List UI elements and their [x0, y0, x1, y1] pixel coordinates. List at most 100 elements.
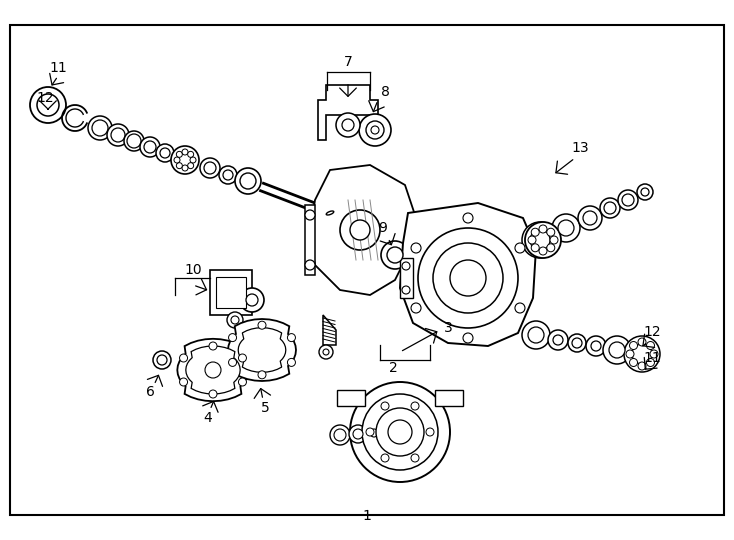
Circle shape: [463, 333, 473, 343]
Polygon shape: [400, 258, 413, 298]
Circle shape: [539, 247, 547, 255]
Text: 11: 11: [49, 61, 67, 75]
Circle shape: [209, 390, 217, 398]
Circle shape: [258, 321, 266, 329]
Circle shape: [553, 335, 563, 345]
Circle shape: [30, 87, 66, 123]
Polygon shape: [216, 277, 246, 308]
Polygon shape: [337, 389, 365, 406]
Circle shape: [140, 137, 160, 157]
Circle shape: [334, 429, 346, 441]
Circle shape: [630, 341, 638, 349]
Circle shape: [387, 247, 403, 263]
Circle shape: [522, 222, 558, 258]
Circle shape: [180, 378, 188, 386]
Text: 12: 12: [36, 91, 54, 105]
Circle shape: [547, 244, 555, 252]
Circle shape: [550, 236, 558, 244]
Circle shape: [402, 262, 410, 270]
Polygon shape: [310, 165, 415, 295]
Circle shape: [340, 210, 380, 250]
Circle shape: [350, 220, 370, 240]
Circle shape: [160, 148, 170, 158]
Circle shape: [124, 131, 144, 151]
Circle shape: [528, 236, 536, 244]
Circle shape: [366, 121, 384, 139]
Circle shape: [223, 170, 233, 180]
Text: 4: 4: [203, 411, 212, 425]
Circle shape: [568, 334, 586, 352]
Circle shape: [426, 428, 434, 436]
Circle shape: [231, 316, 239, 324]
Circle shape: [258, 371, 266, 379]
Circle shape: [323, 349, 329, 355]
Circle shape: [182, 149, 188, 155]
Circle shape: [463, 213, 473, 223]
Circle shape: [205, 362, 221, 378]
Circle shape: [366, 425, 382, 441]
Circle shape: [240, 173, 256, 189]
Circle shape: [305, 260, 315, 270]
Circle shape: [530, 230, 550, 250]
Polygon shape: [305, 205, 315, 275]
Circle shape: [411, 243, 421, 253]
Polygon shape: [318, 85, 378, 140]
Polygon shape: [210, 270, 252, 315]
Circle shape: [450, 260, 486, 296]
Circle shape: [603, 336, 631, 364]
Text: 7: 7: [344, 55, 352, 69]
Circle shape: [359, 114, 391, 146]
Circle shape: [522, 321, 550, 349]
Circle shape: [411, 303, 421, 313]
Circle shape: [235, 168, 261, 194]
Circle shape: [107, 124, 129, 146]
Polygon shape: [323, 315, 336, 345]
Circle shape: [638, 362, 646, 370]
Circle shape: [618, 190, 638, 210]
Circle shape: [37, 94, 59, 116]
Circle shape: [638, 338, 646, 346]
Circle shape: [349, 425, 367, 443]
Text: 6: 6: [145, 385, 154, 399]
Circle shape: [622, 194, 634, 206]
Circle shape: [515, 243, 525, 253]
Polygon shape: [228, 319, 296, 381]
Text: 3: 3: [443, 321, 452, 335]
Circle shape: [111, 128, 125, 142]
Circle shape: [572, 338, 582, 348]
Circle shape: [366, 428, 374, 436]
Text: 2: 2: [388, 361, 397, 375]
Circle shape: [246, 294, 258, 306]
Circle shape: [525, 222, 561, 258]
Circle shape: [371, 126, 379, 134]
Circle shape: [531, 244, 539, 252]
Circle shape: [209, 342, 217, 350]
Circle shape: [418, 228, 518, 328]
Circle shape: [586, 336, 606, 356]
Circle shape: [353, 429, 363, 439]
Circle shape: [153, 351, 171, 369]
Circle shape: [539, 225, 547, 233]
Polygon shape: [186, 346, 240, 394]
Polygon shape: [435, 389, 463, 406]
Circle shape: [604, 202, 616, 214]
Circle shape: [227, 312, 243, 328]
Circle shape: [239, 378, 247, 386]
Polygon shape: [239, 328, 286, 372]
Circle shape: [239, 354, 247, 362]
Circle shape: [188, 151, 194, 157]
Circle shape: [219, 166, 237, 184]
Circle shape: [330, 425, 350, 445]
Text: 5: 5: [261, 401, 269, 415]
Circle shape: [176, 163, 182, 168]
Text: 11: 11: [643, 351, 661, 365]
Circle shape: [591, 341, 601, 351]
Circle shape: [288, 334, 296, 342]
Text: 1: 1: [363, 509, 371, 523]
Circle shape: [342, 119, 354, 131]
Circle shape: [156, 144, 174, 162]
Circle shape: [376, 408, 424, 456]
Text: 13: 13: [571, 141, 589, 155]
Circle shape: [632, 344, 652, 364]
Circle shape: [381, 241, 409, 269]
